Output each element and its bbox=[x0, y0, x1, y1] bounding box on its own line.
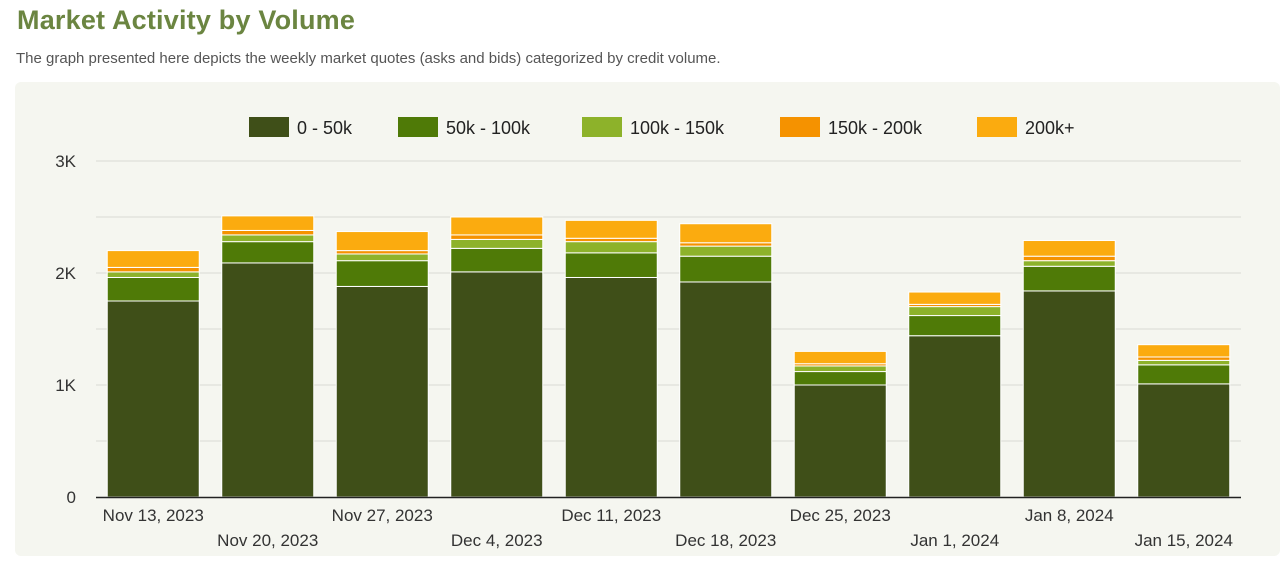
bar-segment-0-50k[interactable] bbox=[679, 281, 773, 498]
chart-legend: 0 - 50k 50k - 100k 100k - 150k 150k - 200k 2… bbox=[249, 117, 1075, 138]
x-tick-label: Nov 20, 2023 bbox=[217, 531, 318, 550]
bar-group-dec-11-2023[interactable] bbox=[564, 219, 658, 498]
bar-group-dec-18-2023[interactable] bbox=[679, 223, 773, 498]
bar-segment-0-50k[interactable] bbox=[106, 300, 200, 498]
x-tick-label: Jan 1, 2024 bbox=[910, 531, 999, 550]
x-tick-label: Nov 27, 2023 bbox=[332, 506, 433, 525]
legend-label: 150k - 200k bbox=[828, 118, 923, 138]
bar-group-jan-15-2024[interactable] bbox=[1137, 344, 1231, 498]
bar-segment-50k-100k[interactable] bbox=[221, 241, 315, 264]
x-tick-label: Dec 25, 2023 bbox=[790, 506, 891, 525]
bar-segment-200k[interactable] bbox=[106, 250, 200, 268]
bar-segment-150k-200k[interactable] bbox=[564, 237, 658, 243]
bar-segment-100k-150k[interactable] bbox=[106, 271, 200, 278]
x-tick-label: Dec 11, 2023 bbox=[561, 506, 661, 525]
bar-segment-50k-100k[interactable] bbox=[908, 315, 1002, 337]
bar-segment-150k-200k[interactable] bbox=[106, 266, 200, 273]
legend-item-200k[interactable]: 200k+ bbox=[977, 117, 1075, 138]
bar-segment-100k-150k[interactable] bbox=[1022, 260, 1116, 267]
bar-segment-100k-150k[interactable] bbox=[908, 306, 1002, 317]
bar-segment-200k[interactable] bbox=[679, 223, 773, 244]
y-tick-label: 2K bbox=[55, 264, 76, 283]
bar-segment-100k-150k[interactable] bbox=[221, 234, 315, 243]
bar-segment-100k-150k[interactable] bbox=[450, 238, 544, 249]
y-tick-label: 0 bbox=[67, 488, 76, 507]
bar-segment-0-50k[interactable] bbox=[1022, 290, 1116, 498]
bar-group-dec-25-2023[interactable] bbox=[793, 350, 887, 498]
bar-segment-200k[interactable] bbox=[908, 291, 1002, 305]
bar-segment-50k-100k[interactable] bbox=[793, 371, 887, 386]
bar-segment-50k-100k[interactable] bbox=[335, 260, 429, 287]
x-axis-ticks: Nov 13, 2023 Nov 20, 2023 Nov 27, 2023 Dec … bbox=[103, 506, 1233, 550]
legend-label: 100k - 150k bbox=[630, 118, 725, 138]
bar-group-jan-1-2024[interactable] bbox=[908, 291, 1002, 498]
bar-segment-50k-100k[interactable] bbox=[450, 247, 544, 273]
bar-group-dec-4-2023[interactable] bbox=[450, 216, 544, 498]
bar-segment-50k-100k[interactable] bbox=[1137, 364, 1231, 385]
bar-segment-200k[interactable] bbox=[564, 219, 658, 239]
bar-segment-0-50k[interactable] bbox=[564, 276, 658, 498]
bar-segment-100k-150k[interactable] bbox=[793, 365, 887, 373]
legend-label: 50k - 100k bbox=[446, 118, 531, 138]
chart-bars bbox=[96, 215, 1241, 499]
bar-segment-100k-150k[interactable] bbox=[1137, 359, 1231, 366]
y-axis-ticks: 0 1K 2K 3K bbox=[55, 152, 76, 507]
bar-segment-200k[interactable] bbox=[450, 216, 544, 236]
bar-segment-100k-150k[interactable] bbox=[335, 253, 429, 262]
legend-swatch bbox=[582, 117, 622, 137]
bar-group-nov-13-2023[interactable] bbox=[106, 250, 200, 498]
bar-segment-50k-100k[interactable] bbox=[679, 255, 773, 283]
legend-item-100k-150k[interactable]: 100k - 150k bbox=[582, 117, 725, 138]
bar-segment-150k-200k[interactable] bbox=[450, 234, 544, 240]
bar-segment-50k-100k[interactable] bbox=[564, 252, 658, 278]
bar-segment-200k[interactable] bbox=[793, 350, 887, 365]
bar-segment-0-50k[interactable] bbox=[1137, 383, 1231, 498]
bar-segment-50k-100k[interactable] bbox=[106, 276, 200, 302]
y-tick-label: 3K bbox=[55, 152, 76, 171]
bar-segment-0-50k[interactable] bbox=[335, 285, 429, 498]
legend-swatch bbox=[977, 117, 1017, 137]
bar-segment-200k[interactable] bbox=[1137, 344, 1231, 358]
bar-segment-150k-200k[interactable] bbox=[679, 242, 773, 247]
bar-group-nov-20-2023[interactable] bbox=[221, 215, 315, 498]
legend-swatch bbox=[780, 117, 820, 137]
x-tick-label: Jan 15, 2024 bbox=[1135, 531, 1233, 550]
bar-segment-0-50k[interactable] bbox=[221, 262, 315, 498]
bar-segment-0-50k[interactable] bbox=[450, 271, 544, 498]
legend-label: 200k+ bbox=[1025, 118, 1075, 138]
bar-segment-0-50k[interactable] bbox=[908, 335, 1002, 498]
bar-segment-150k-200k[interactable] bbox=[1137, 356, 1231, 361]
bar-segment-200k[interactable] bbox=[335, 231, 429, 252]
page-subtitle: The graph presented here depicts the wee… bbox=[16, 50, 721, 67]
bar-group-jan-8-2024[interactable] bbox=[1022, 240, 1116, 498]
x-tick-label: Nov 13, 2023 bbox=[103, 506, 204, 525]
bar-segment-200k[interactable] bbox=[1022, 240, 1116, 257]
legend-swatch bbox=[249, 117, 289, 137]
bar-segment-150k-200k[interactable] bbox=[221, 229, 315, 236]
legend-item-0-50k[interactable]: 0 - 50k bbox=[249, 117, 353, 138]
bar-segment-150k-200k[interactable] bbox=[1022, 255, 1116, 262]
x-tick-label: Jan 8, 2024 bbox=[1025, 506, 1114, 525]
legend-swatch bbox=[398, 117, 438, 137]
bar-segment-50k-100k[interactable] bbox=[1022, 265, 1116, 292]
bar-segment-200k[interactable] bbox=[221, 215, 315, 231]
bar-segment-100k-150k[interactable] bbox=[564, 241, 658, 254]
legend-label: 0 - 50k bbox=[297, 118, 353, 138]
legend-item-150k-200k[interactable]: 150k - 200k bbox=[780, 117, 923, 138]
legend-item-50k-100k[interactable]: 50k - 100k bbox=[398, 117, 531, 138]
y-tick-label: 1K bbox=[55, 376, 76, 395]
page-title: Market Activity by Volume bbox=[17, 5, 356, 35]
bar-segment-0-50k[interactable] bbox=[793, 384, 887, 498]
bar-segment-150k-200k[interactable] bbox=[335, 250, 429, 255]
bar-segment-100k-150k[interactable] bbox=[679, 245, 773, 257]
x-tick-label: Dec 18, 2023 bbox=[675, 531, 776, 550]
bar-group-nov-27-2023[interactable] bbox=[335, 231, 429, 498]
x-tick-label: Dec 4, 2023 bbox=[451, 531, 543, 550]
